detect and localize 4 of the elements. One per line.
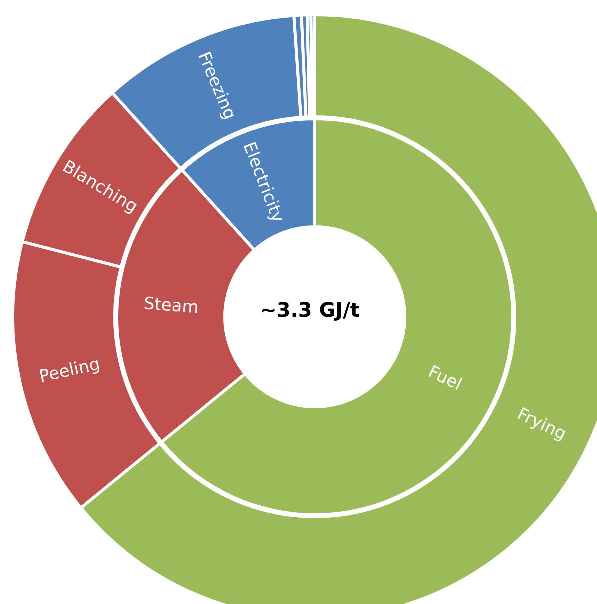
text: ~3.3 GJ/t bbox=[259, 298, 361, 322]
slice-label: Peeling bbox=[38, 354, 102, 388]
slice-label: Steam bbox=[143, 294, 200, 318]
slice-label: Fuel bbox=[425, 362, 466, 396]
